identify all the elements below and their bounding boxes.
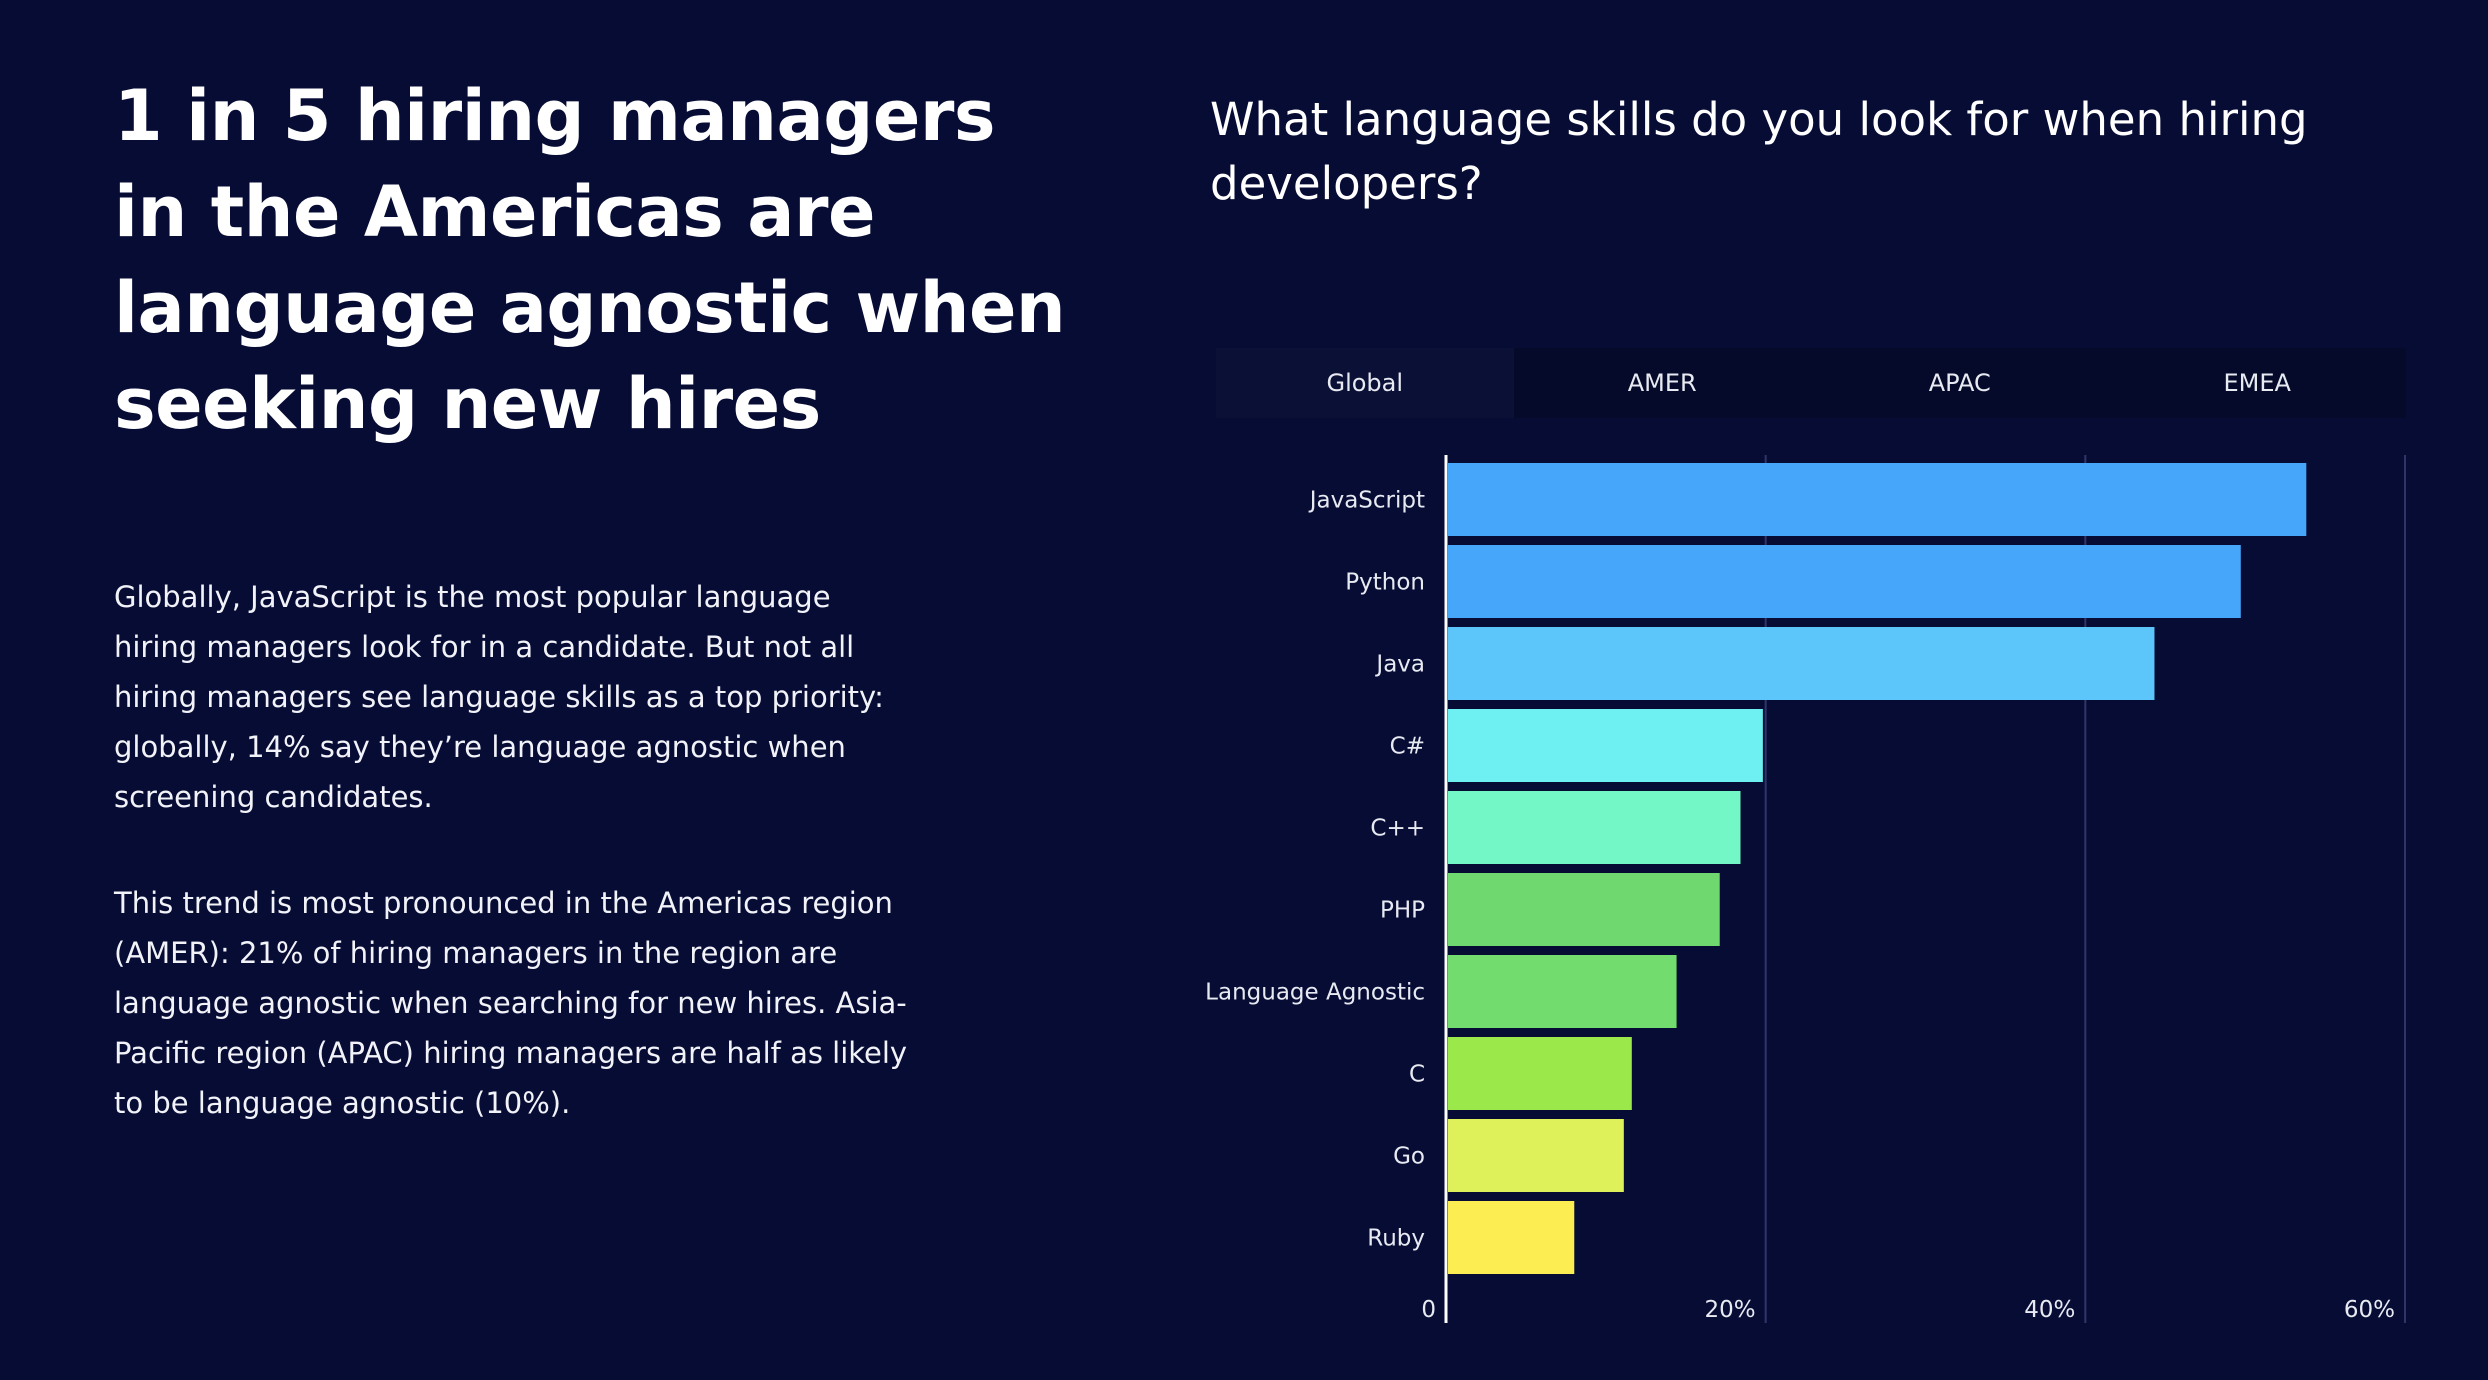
bar — [1448, 955, 1677, 1028]
x-tick-label: 60% — [2344, 1297, 2395, 1323]
chart-question: What language skills do you look for whe… — [1210, 93, 2308, 210]
bar — [1448, 873, 1720, 946]
category-label: Go — [1393, 1144, 1425, 1170]
bar — [1448, 545, 2241, 618]
bar — [1448, 463, 2307, 536]
region-tabs: Global AMER APAC EMEA — [1216, 348, 2406, 418]
headline: 1 in 5 hiring managers in the Americas a… — [114, 75, 1066, 445]
bar — [1448, 1201, 1575, 1274]
body-text: Globally, JavaScript is the most popular… — [114, 572, 914, 1184]
category-label: Ruby — [1367, 1226, 1425, 1252]
tab-apac[interactable]: APAC — [1928, 369, 1991, 397]
bar — [1448, 1037, 1632, 1110]
tab-global[interactable]: Global — [1216, 348, 1514, 418]
category-label: C# — [1390, 734, 1425, 760]
category-label: Language Agnostic — [1205, 980, 1425, 1006]
category-label: JavaScript — [1308, 488, 1425, 514]
category-label: PHP — [1380, 898, 1425, 924]
x-tick-label: 0 — [1421, 1297, 1436, 1323]
x-tick-label: 20% — [1705, 1297, 1756, 1323]
bar — [1448, 791, 1741, 864]
bar — [1448, 1119, 1624, 1192]
category-label: C++ — [1370, 816, 1425, 842]
tab-amer[interactable]: AMER — [1627, 369, 1697, 397]
bar — [1448, 627, 2155, 700]
x-tick-label: 40% — [2024, 1297, 2075, 1323]
tab-emea[interactable]: EMEA — [2223, 369, 2291, 397]
paragraph-2: This trend is most pronounced in the Ame… — [114, 886, 908, 1120]
category-label: Java — [1374, 652, 1425, 678]
paragraph-1: Globally, JavaScript is the most popular… — [114, 580, 884, 814]
category-label: Python — [1345, 570, 1425, 596]
bar — [1448, 709, 1763, 782]
category-label: C — [1409, 1062, 1425, 1088]
